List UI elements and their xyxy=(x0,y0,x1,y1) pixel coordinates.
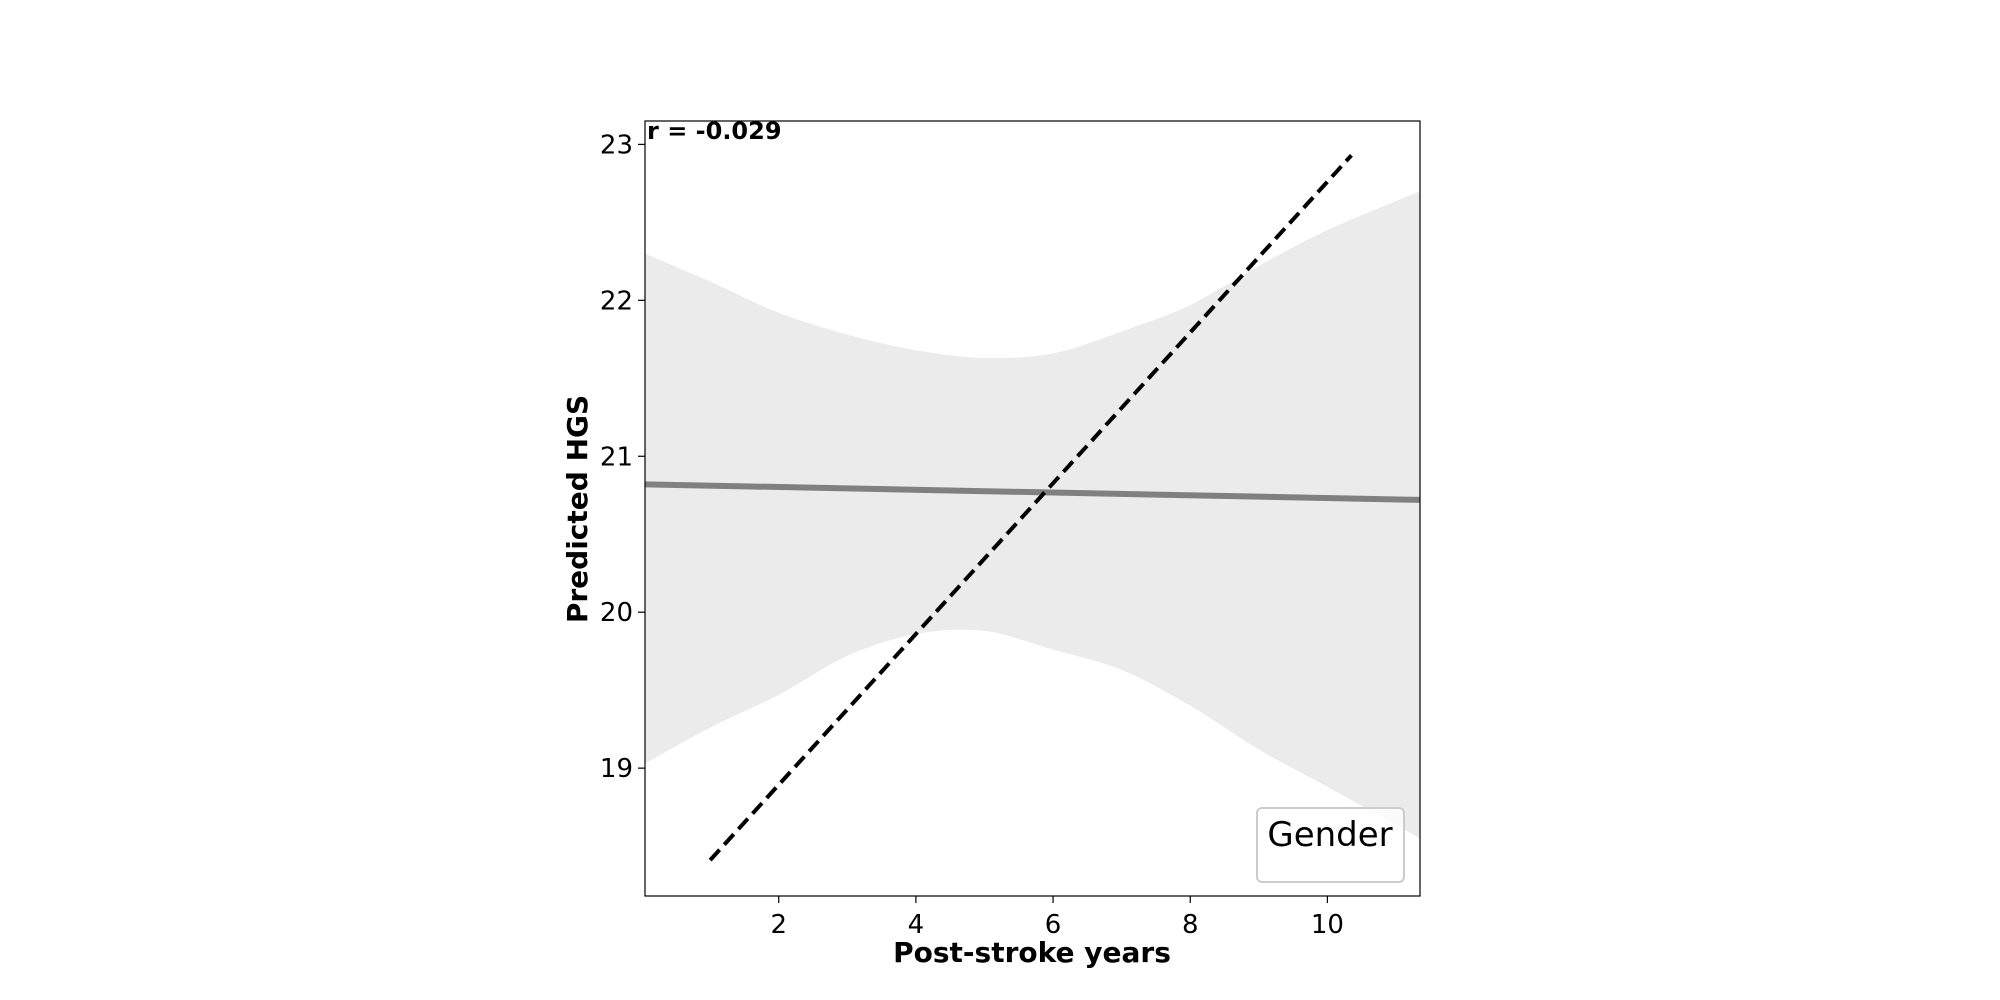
y-tick-label: 21 xyxy=(600,442,633,472)
y-tick-label: 20 xyxy=(600,598,633,628)
x-tick-label: 10 xyxy=(1311,910,1344,940)
x-axis-label: Post-stroke years xyxy=(893,936,1171,969)
legend-box xyxy=(1256,807,1405,883)
y-tick-label: 19 xyxy=(600,754,633,784)
reference-dashed-line xyxy=(708,153,1353,862)
correlation-annotation: r = -0.029 xyxy=(647,117,782,145)
y-tick-label: 22 xyxy=(600,286,633,316)
legend-title: Gender xyxy=(1267,815,1392,855)
confidence-band xyxy=(645,191,1420,839)
regression-line xyxy=(645,481,1420,503)
y-tick-label: 23 xyxy=(600,130,633,160)
legend: Gender xyxy=(1256,807,1405,883)
x-tick-label: 4 xyxy=(908,910,925,940)
x-tick-label: 6 xyxy=(1045,910,1062,940)
y-axis-label: Predicted HGS xyxy=(561,395,594,623)
plot-frame xyxy=(644,120,1421,897)
x-tick-label: 8 xyxy=(1182,910,1199,940)
x-tick-label: 2 xyxy=(770,910,787,940)
